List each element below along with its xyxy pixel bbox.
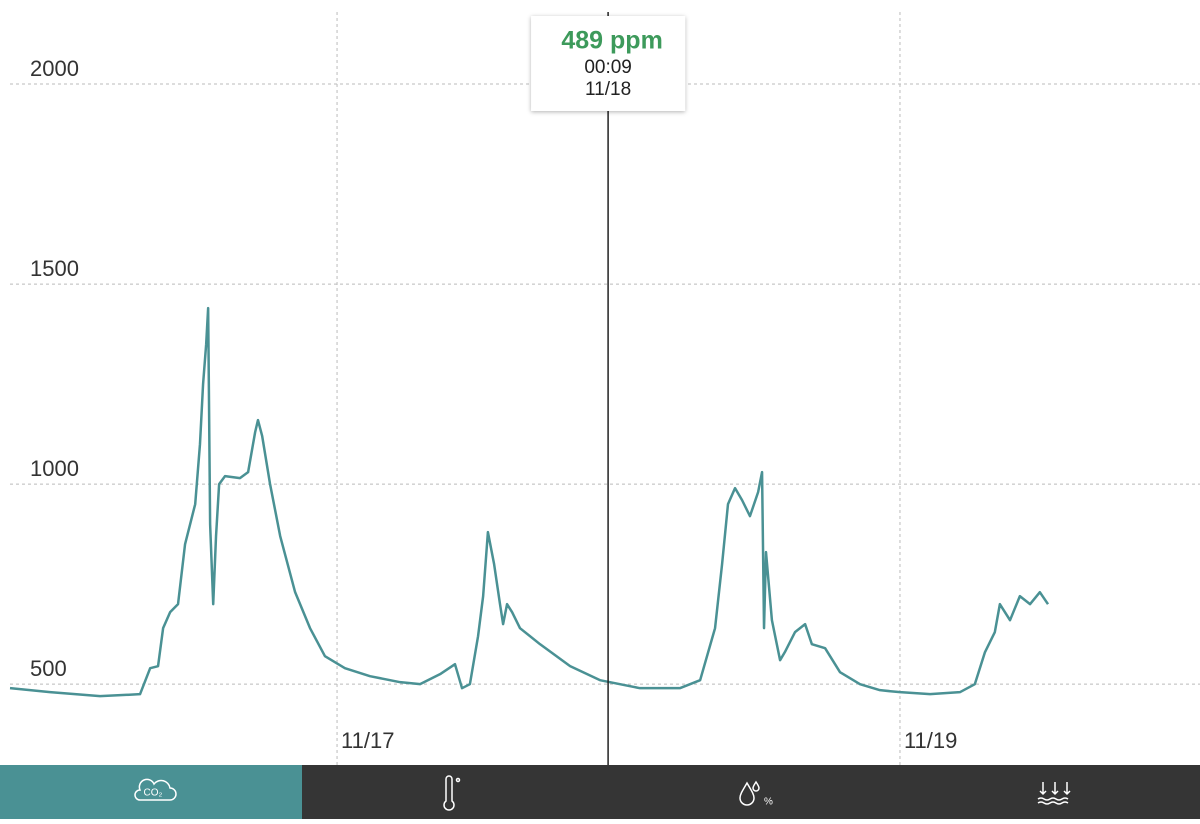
cloud-icon [134,778,177,801]
tooltip-value: 489 ppm [561,27,662,55]
y-tick-label: 500 [30,656,67,681]
tooltip-time: 00:09 [584,57,632,78]
y-tick-label: 1500 [30,256,79,281]
tooltip-date: 11/18 [585,79,631,100]
y-tick-label: 2000 [30,56,79,81]
tab-pressure[interactable] [900,765,1200,819]
pressure-icon [1037,782,1071,805]
tooltip-box [531,16,686,111]
tab-humidity[interactable] [600,765,900,819]
x-tick-label: 11/17 [341,728,394,753]
co2-label: CO₂ [144,788,163,799]
tab-temperature[interactable] [302,765,600,819]
plot [9,306,1050,698]
tab-co2[interactable] [0,765,302,819]
thermometer-icon [443,775,461,811]
y-tick-label: 1000 [30,456,79,481]
svg-text:%: % [764,797,773,808]
x-tick-label: 11/19 [904,728,957,753]
series-line [9,306,1050,698]
humidity-icon: % [739,780,773,808]
grid: 500 1000 1500 2000 11/17 11/19 [10,12,1200,765]
bottom-nav: CO₂ % [0,765,1200,819]
